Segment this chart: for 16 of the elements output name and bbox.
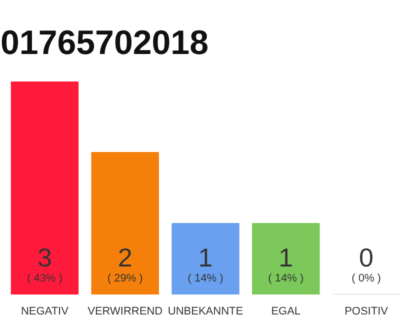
annotation: ( 43% ) bbox=[26, 272, 62, 284]
annotation: ( 29% ) bbox=[107, 272, 143, 284]
x-tick-label: POSITIV bbox=[344, 306, 389, 318]
chart-title: 01765702018 bbox=[0, 24, 209, 62]
annotation: ( 0% ) bbox=[352, 272, 381, 284]
x-tick-label: NEGATIV bbox=[20, 306, 70, 318]
data-label: 1 bbox=[198, 242, 213, 272]
annotation: ( 14% ) bbox=[268, 272, 304, 284]
annotation: ( 14% ) bbox=[188, 272, 224, 284]
data-label: 2 bbox=[118, 242, 132, 272]
x-tick-label: EGAL bbox=[271, 306, 301, 318]
x-tick-label: VERWIRREND bbox=[88, 306, 163, 318]
data-label: 0 bbox=[359, 242, 374, 272]
x-tick-label: UNBEKANNTE bbox=[168, 306, 244, 318]
data-label: 3 bbox=[37, 242, 52, 272]
data-label: 1 bbox=[278, 242, 294, 272]
